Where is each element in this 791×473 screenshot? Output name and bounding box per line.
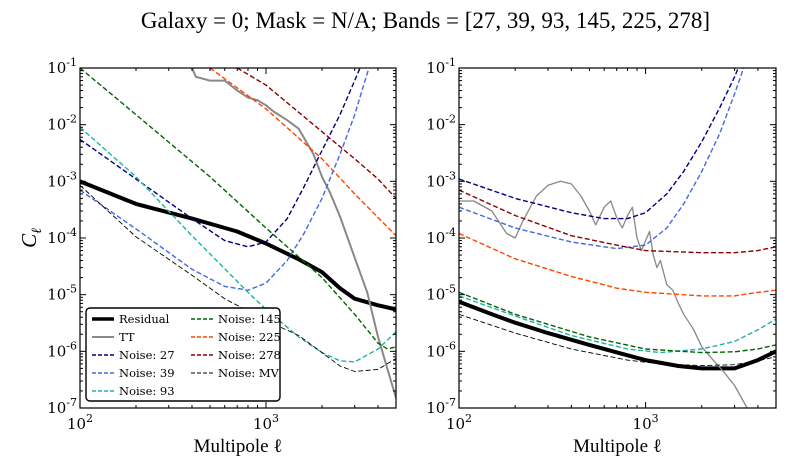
series-line-residual <box>459 299 776 371</box>
y-tick-label: 10-5 <box>426 283 456 304</box>
plot-frame <box>458 67 777 409</box>
y-tick-label: 10-5 <box>47 283 77 304</box>
series-line-noise-mv <box>459 313 776 367</box>
series-line-noise-93 <box>80 126 396 363</box>
series-line-tt <box>191 68 396 399</box>
y-tick-label: 10-7 <box>47 396 77 417</box>
legend-label-noise-39: Noise: 39 <box>119 366 175 380</box>
y-tick-label: 10-1 <box>426 56 456 77</box>
x-axis-label: Multipole ℓ <box>194 436 283 457</box>
y-tick-label: 10-6 <box>47 339 77 360</box>
legend-label-noise-27: Noise: 27 <box>119 348 175 362</box>
series-line-tt <box>459 180 748 408</box>
y-tick-label: 10-4 <box>47 226 77 247</box>
series-line-noise-225 <box>209 68 396 237</box>
series-line-noise-145 <box>459 291 776 354</box>
legend-label-noise-145: Noise: 145 <box>218 312 281 326</box>
series-line-noise-225 <box>459 232 776 297</box>
series-line-noise-93 <box>459 295 776 354</box>
legend-label-tt: TT <box>119 330 135 344</box>
series-line-residual <box>80 179 396 312</box>
figure-title: Galaxy = 0; Mask = N/A; Bands = [27, 39,… <box>140 8 711 33</box>
y-tick-label: 10-6 <box>426 339 456 360</box>
series-group <box>80 68 396 399</box>
y-tick-label: 10-3 <box>426 169 456 190</box>
y-axis-label: Cℓ <box>17 228 45 248</box>
chart-panel-1: 102 103 10-7 10-6 10-5 10-4 10-3 10-2 10-1 Multip… <box>17 56 397 457</box>
x-tick-label: 102 <box>446 412 472 433</box>
legend-label-noise-278: Noise: 278 <box>218 348 281 362</box>
chart-panel-2: 102 103 10-7 10-6 10-5 10-4 10-3 10-2 10-1 Multip… <box>426 56 777 457</box>
axis-ticks <box>79 67 397 409</box>
series-line-noise-145 <box>80 68 396 350</box>
y-tick-label: 10-2 <box>47 113 77 134</box>
y-tick-label: 10-2 <box>426 113 456 134</box>
legend-box <box>85 307 281 402</box>
series-line-noise-278 <box>236 68 396 199</box>
legend: Residual TT Noise: 27 Noise: 39 Noise: 93 Noi… <box>85 307 281 402</box>
series-group <box>459 68 776 408</box>
legend-label-noise-mv: Noise: MV <box>218 366 280 380</box>
series-line-noise-27 <box>459 68 739 220</box>
axis-ticks <box>458 67 777 409</box>
y-tick-label: 10-1 <box>47 56 77 77</box>
x-tick-label: 103 <box>633 412 659 433</box>
series-line-noise-278 <box>459 189 776 254</box>
series-line-noise-39 <box>459 68 745 250</box>
y-tick-label: 10-4 <box>426 226 456 247</box>
y-tick-label: 10-7 <box>426 396 456 417</box>
legend-label-residual: Residual <box>119 312 170 326</box>
series-line-noise-mv <box>80 184 396 372</box>
legend-label-noise-225: Noise: 225 <box>218 330 281 344</box>
x-tick-label: 103 <box>253 412 279 433</box>
x-axis-label: Multipole ℓ <box>573 436 662 457</box>
y-tick-label: 10-3 <box>47 169 77 190</box>
x-tick-label: 102 <box>67 412 93 433</box>
legend-label-noise-93: Noise: 93 <box>119 384 175 398</box>
series-line-noise-27 <box>80 68 361 248</box>
series-line-noise-39 <box>80 68 370 291</box>
